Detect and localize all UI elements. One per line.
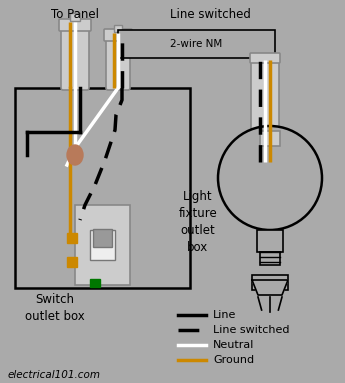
Text: Light
fixture
outlet
box: Light fixture outlet box (179, 190, 217, 254)
Bar (93, 229, 112, 247)
FancyBboxPatch shape (59, 19, 91, 31)
FancyBboxPatch shape (250, 53, 280, 63)
Bar (90, 279, 100, 287)
Circle shape (218, 126, 322, 230)
FancyBboxPatch shape (61, 21, 89, 90)
Text: Ground: Ground (213, 355, 254, 365)
Text: Switch
outlet box: Switch outlet box (25, 293, 85, 323)
Text: Neutral: Neutral (213, 340, 254, 350)
Bar (75, 205, 130, 285)
Text: Line: Line (213, 310, 236, 320)
Ellipse shape (67, 145, 83, 165)
Bar (260, 252, 280, 265)
FancyBboxPatch shape (104, 29, 132, 41)
Bar (70, 13, 80, 21)
Polygon shape (252, 280, 288, 295)
Bar (118, 30, 275, 58)
Text: To Panel: To Panel (51, 8, 99, 21)
Bar (114, 25, 122, 32)
Bar (15, 88, 190, 288)
Bar (67, 257, 77, 267)
FancyBboxPatch shape (106, 31, 130, 90)
Text: electrical101.com: electrical101.com (8, 370, 101, 380)
Text: 2-wire NM: 2-wire NM (170, 39, 223, 49)
Text: Line switched: Line switched (213, 325, 289, 335)
Bar (252, 275, 288, 290)
Bar (67, 233, 77, 243)
Bar (260, 131, 280, 146)
Bar (257, 230, 283, 252)
FancyBboxPatch shape (251, 56, 279, 167)
Text: Line switched: Line switched (169, 8, 250, 21)
Bar (90, 230, 115, 260)
